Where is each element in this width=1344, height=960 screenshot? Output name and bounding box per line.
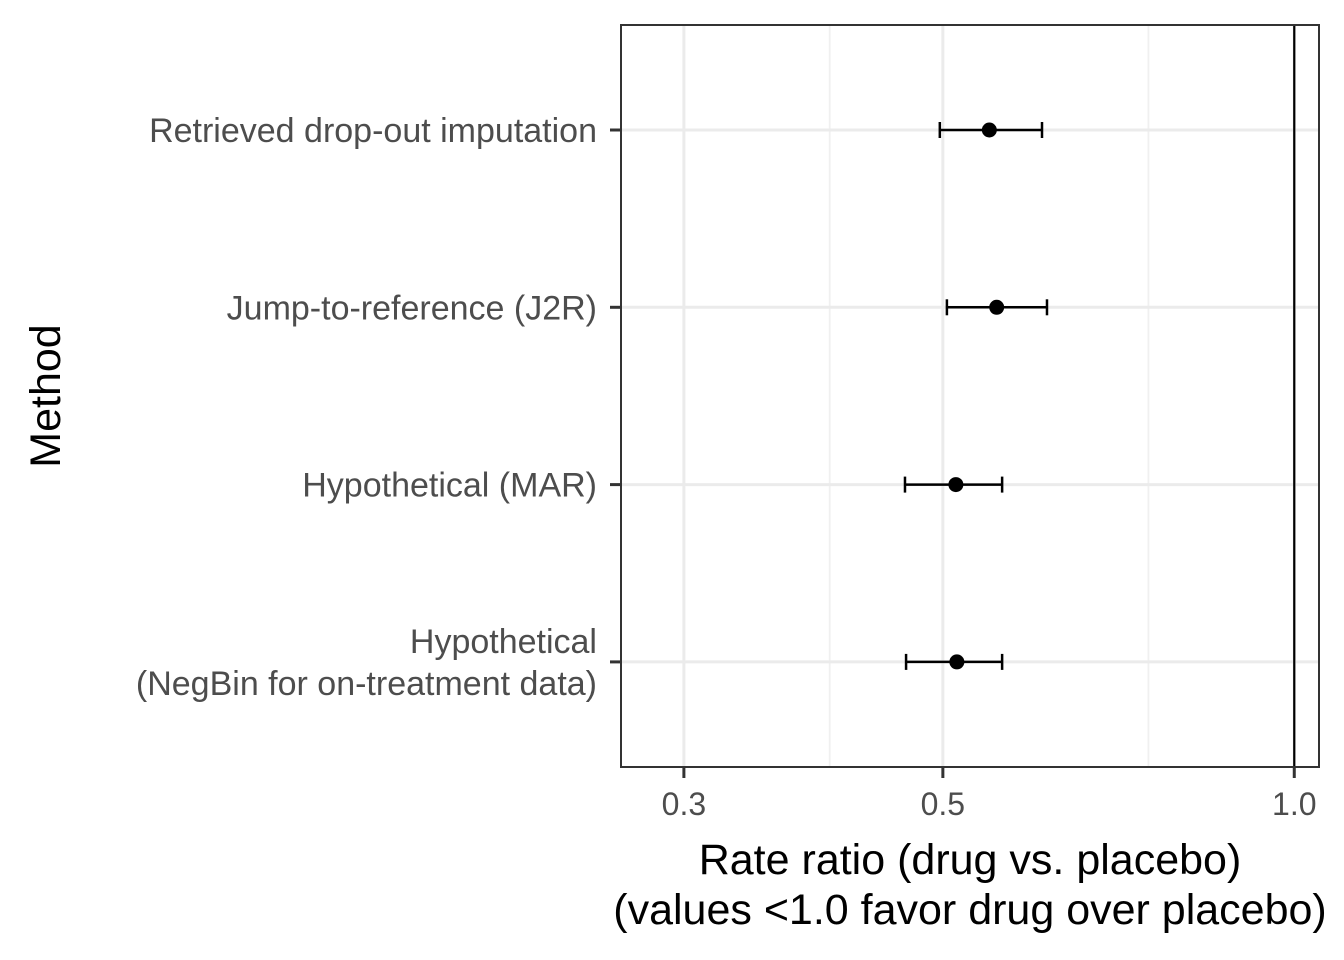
category-label: Retrieved drop-out imputation bbox=[149, 112, 597, 150]
plot-panel-border bbox=[620, 24, 1320, 768]
y-axis-title: Method bbox=[22, 324, 70, 467]
category-label: Jump-to-reference (J2R) bbox=[227, 289, 597, 327]
x-tick-label: 1.0 bbox=[1272, 786, 1316, 822]
data-marks bbox=[903, 122, 1049, 670]
x-axis-title: (values <1.0 favor drug over placebo) bbox=[613, 886, 1327, 934]
y-axis-ticks bbox=[610, 128, 621, 664]
point-estimate bbox=[989, 299, 1005, 315]
axis-labels: Retrieved drop-out imputation Jump-to-ref… bbox=[22, 112, 1327, 934]
point-estimate bbox=[949, 654, 965, 670]
gridlines bbox=[621, 25, 1319, 767]
point-estimate bbox=[981, 122, 997, 138]
category-label: Hypothetical (MAR) bbox=[302, 467, 597, 505]
x-tick-label: 0.5 bbox=[921, 786, 965, 822]
x-axis-ticks bbox=[682, 767, 1296, 778]
category-label: Hypothetical bbox=[410, 623, 597, 661]
x-axis-title: Rate ratio (drug vs. placebo) bbox=[699, 836, 1242, 884]
category-label: (NegBin for on-treatment data) bbox=[136, 665, 597, 703]
x-tick-label: 0.3 bbox=[662, 786, 706, 822]
point-estimate bbox=[948, 477, 964, 493]
